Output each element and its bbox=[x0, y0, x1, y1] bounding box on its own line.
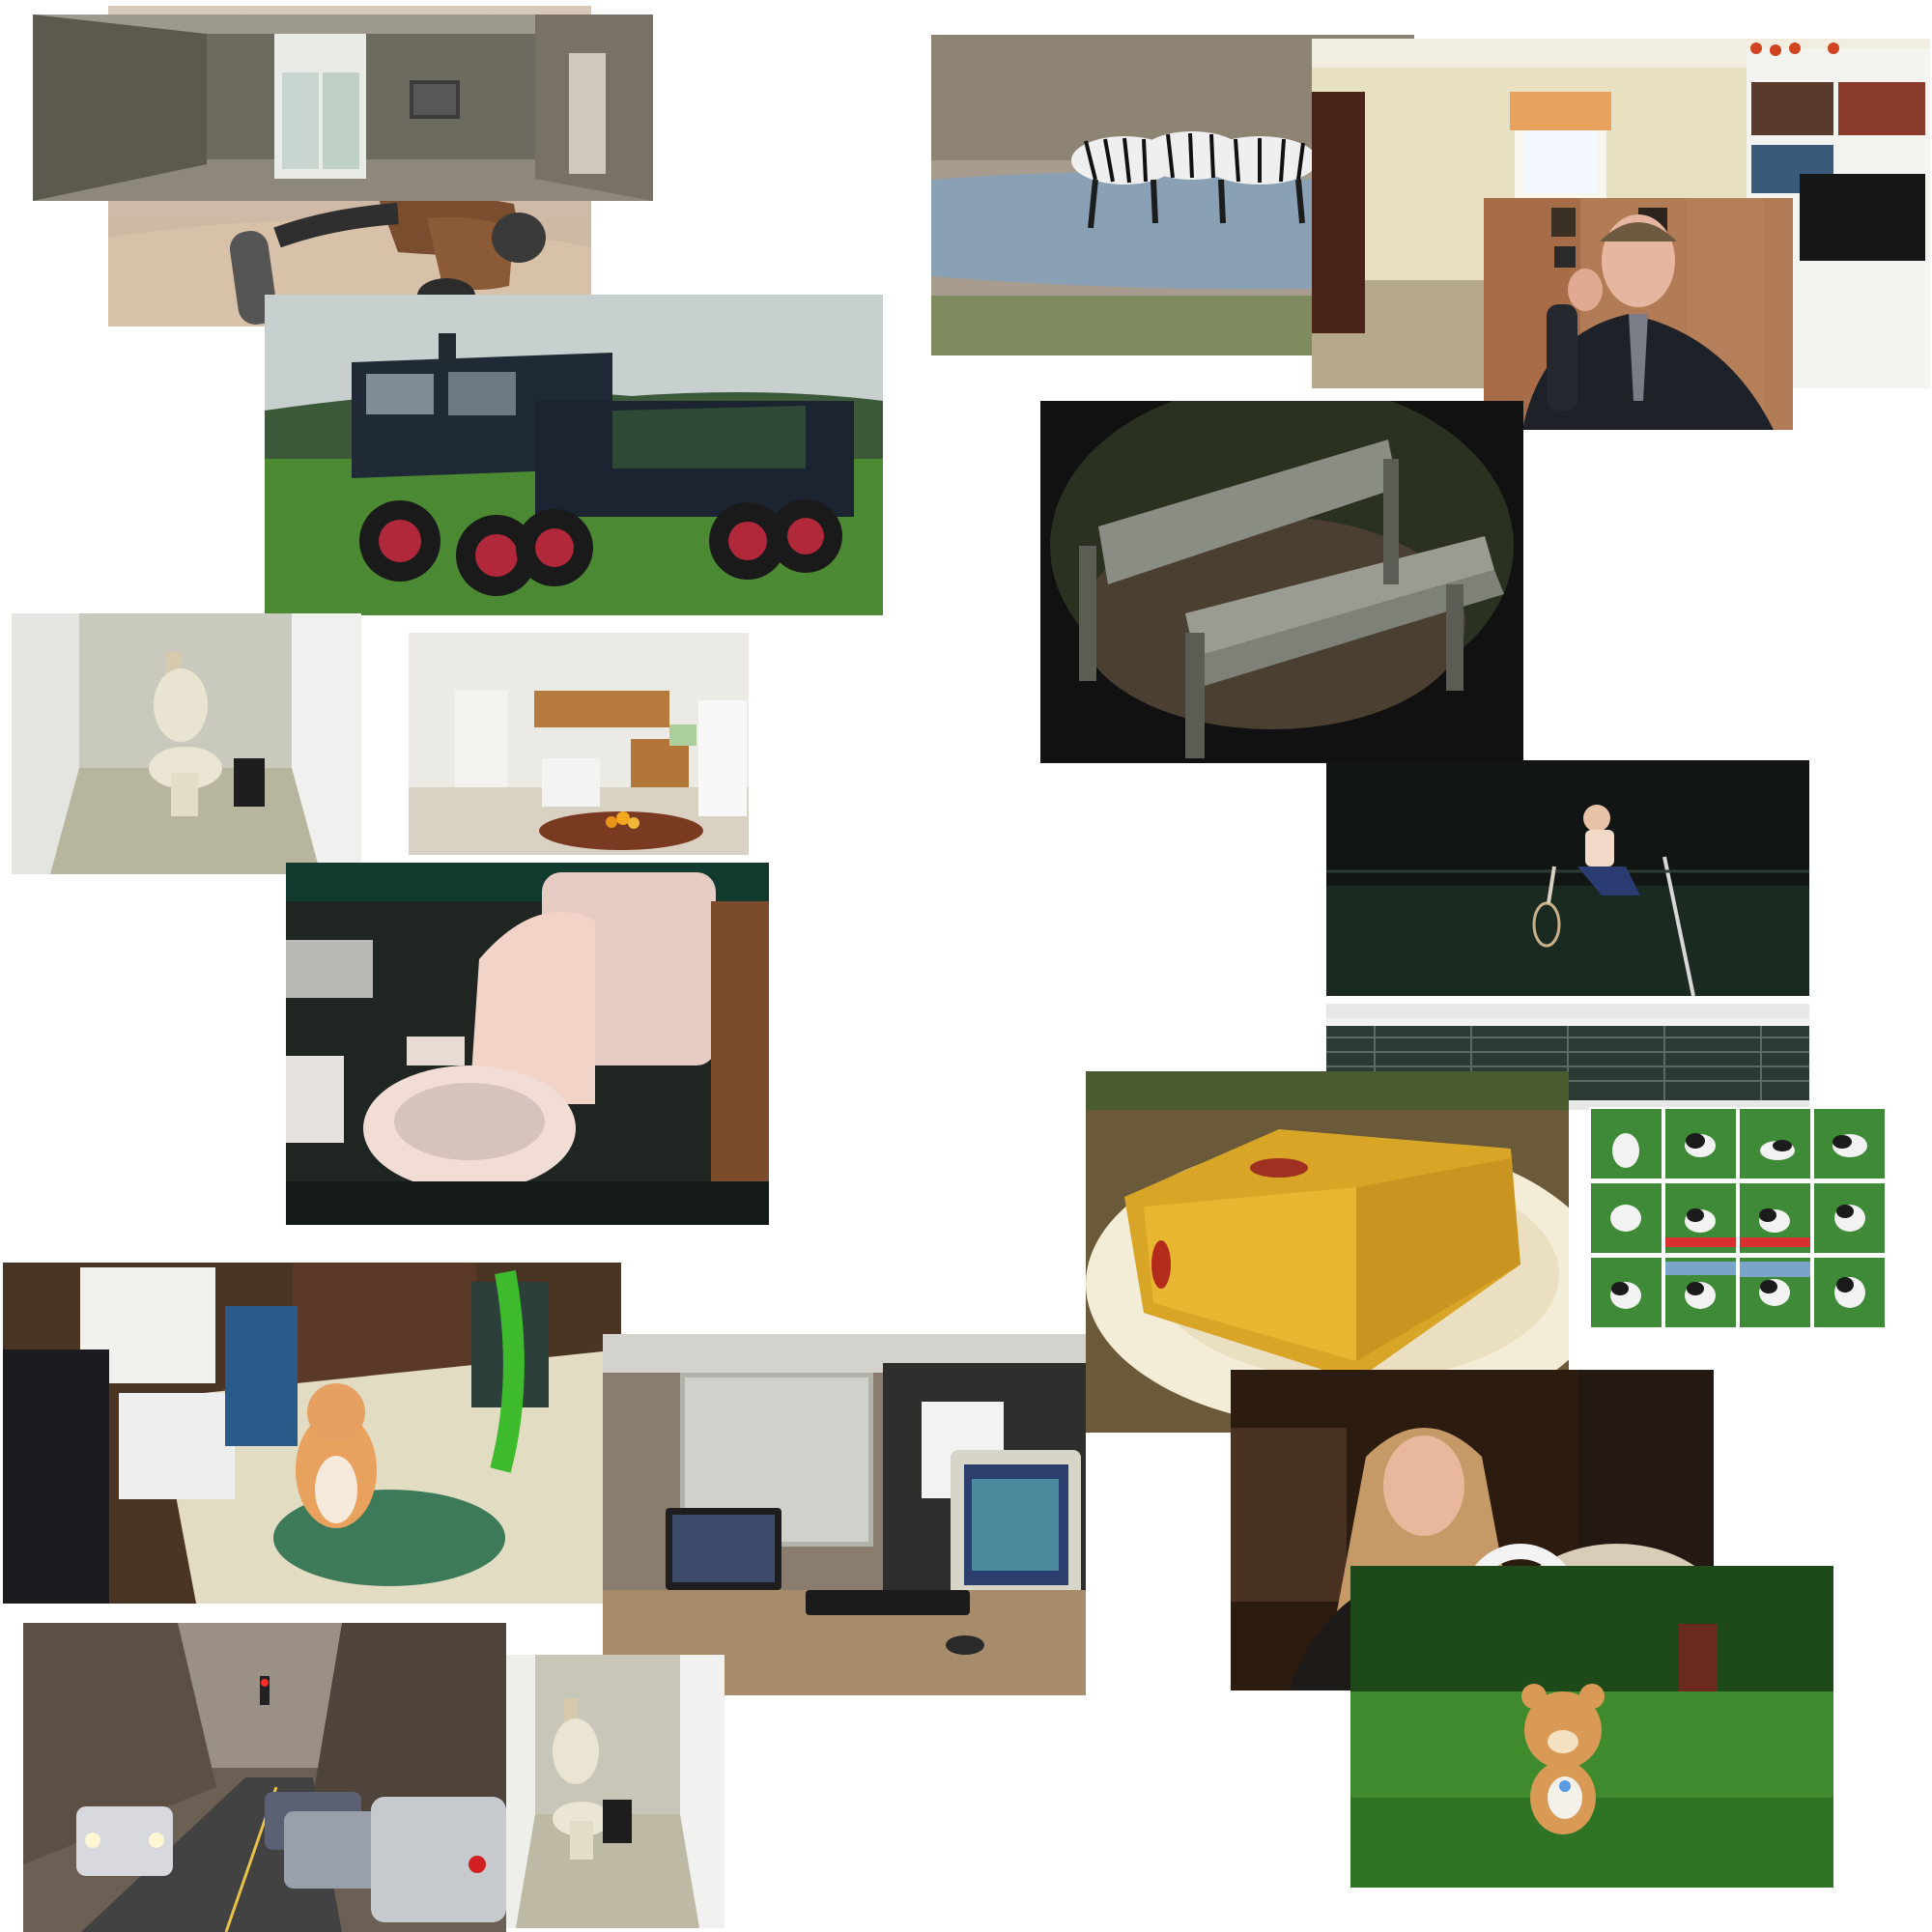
empty-living-room-image bbox=[33, 14, 653, 201]
photo-office-desk bbox=[603, 1334, 1086, 1695]
toilet-stall-1-image bbox=[12, 613, 361, 874]
photo-empty-living-room bbox=[33, 14, 653, 201]
cat-on-chair-image bbox=[3, 1263, 621, 1604]
photo-tennis-player bbox=[1326, 760, 1809, 996]
traffic-road-image bbox=[23, 1623, 506, 1932]
photo-cat-on-chair bbox=[3, 1263, 621, 1604]
tennis-player-image bbox=[1326, 760, 1809, 996]
toilet-stall-2-image bbox=[506, 1655, 724, 1928]
photo-man-webcam bbox=[1484, 198, 1793, 430]
photo-japanese-toilet bbox=[286, 863, 769, 1225]
photo-wooden-bench bbox=[1040, 401, 1523, 763]
photo-traffic-road bbox=[23, 1623, 506, 1932]
photo-dog-collage bbox=[1589, 1107, 1887, 1329]
photo-bear-plush bbox=[1350, 1566, 1833, 1888]
photo-kitchen bbox=[409, 633, 749, 855]
bear-plush-image bbox=[1350, 1566, 1833, 1888]
photo-toilet-stall-1 bbox=[12, 613, 361, 874]
photo-toilet-stall-2 bbox=[506, 1655, 724, 1928]
dog-collage-image bbox=[1589, 1107, 1887, 1329]
office-desk-image bbox=[603, 1334, 1086, 1695]
man-webcam-image bbox=[1484, 198, 1793, 430]
steam-lorry-image bbox=[265, 295, 883, 615]
photo-steam-lorry bbox=[265, 295, 883, 615]
japanese-toilet-image bbox=[286, 863, 769, 1225]
kitchen-image bbox=[409, 633, 749, 855]
wooden-bench-image bbox=[1040, 401, 1523, 763]
